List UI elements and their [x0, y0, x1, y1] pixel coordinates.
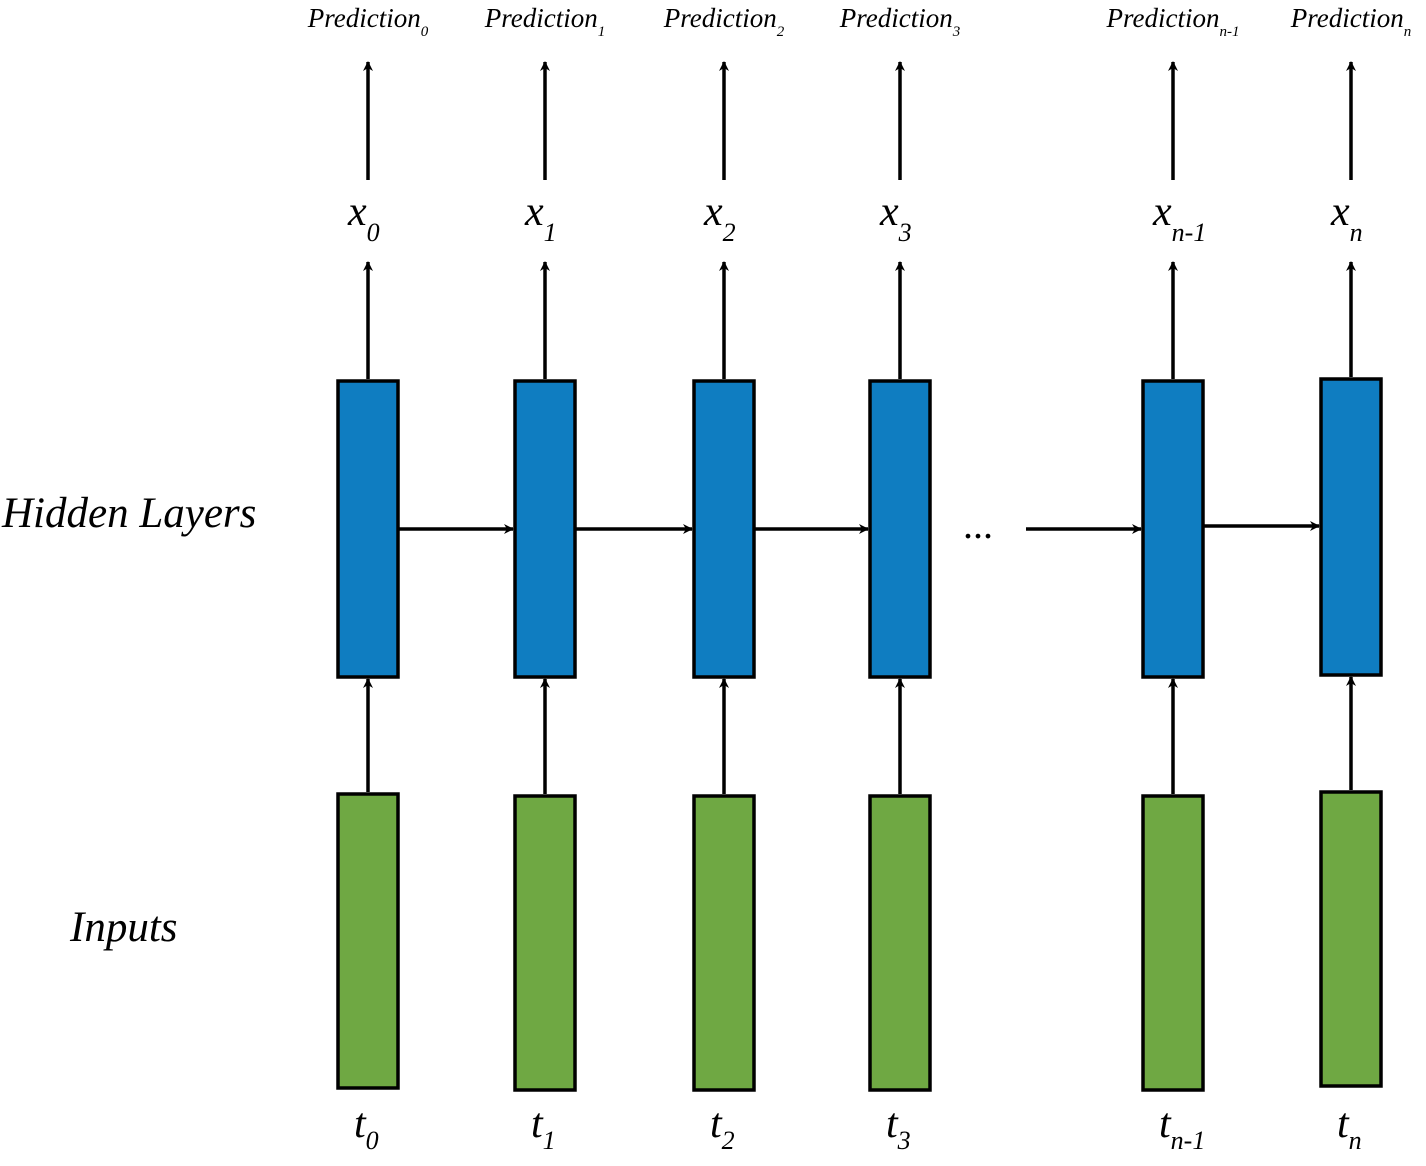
hidden-layer-box	[513, 379, 577, 679]
output-x-label: x2	[703, 189, 736, 247]
output-x-label: x0	[347, 189, 380, 247]
input-t-label: t3	[886, 1101, 911, 1155]
prediction-label: Prediction1	[484, 3, 605, 40]
prediction-label: Prediction3	[839, 3, 960, 40]
input-box	[1141, 794, 1205, 1092]
prediction-label: Predictionn-1	[1106, 3, 1240, 40]
input-t-label: t1	[531, 1101, 556, 1155]
prediction-label: Predictionn	[1290, 3, 1411, 40]
input-t-label: tn-1	[1159, 1101, 1205, 1155]
hidden-layer-box	[336, 379, 400, 679]
input-box	[1319, 790, 1383, 1088]
hidden-layer-box	[868, 379, 932, 679]
output-x-label: xn	[1330, 189, 1363, 247]
prediction-label: Prediction2	[663, 3, 785, 40]
input-box	[513, 794, 577, 1092]
input-box	[692, 794, 756, 1092]
hidden-layer-box	[692, 379, 756, 679]
output-x-label: xn-1	[1152, 189, 1206, 247]
inputs-label: Inputs	[70, 904, 178, 951]
output-x-label: x3	[879, 189, 912, 247]
hidden-layer-box	[1141, 379, 1205, 679]
input-box	[868, 794, 932, 1092]
sequence-ellipsis: ...	[963, 502, 993, 547]
input-t-label: t0	[354, 1101, 379, 1155]
prediction-label: Prediction0	[307, 3, 429, 40]
hidden-layers-label: Hidden Layers	[2, 490, 257, 537]
input-t-label: t2	[710, 1101, 735, 1155]
output-x-label: x1	[524, 189, 557, 247]
input-box	[336, 792, 400, 1090]
input-t-label: tn	[1337, 1101, 1362, 1155]
hidden-layer-box	[1319, 377, 1383, 677]
